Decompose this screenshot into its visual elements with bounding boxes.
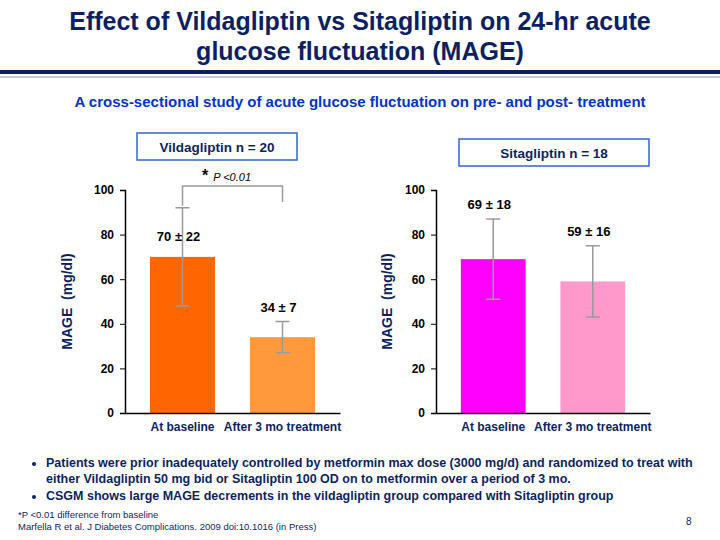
y-tick: 40 — [101, 317, 125, 331]
y-tick-mark — [120, 190, 125, 191]
y-tick-label: 100 — [94, 183, 114, 197]
y-tick-mark — [120, 279, 125, 280]
error-bar — [176, 208, 190, 306]
bullet-list: Patients were prior inadequately control… — [30, 455, 715, 504]
x-tick: After 3 mo treatment — [534, 413, 651, 434]
title-rule — [0, 70, 720, 74]
x-tick-label: After 3 mo treatment — [534, 420, 651, 434]
bullet: Patients were prior inadequately control… — [46, 455, 715, 487]
y-tick-label: 20 — [101, 362, 115, 376]
significance-label: * P <0.01 — [202, 167, 251, 184]
slide-title: Effect of Vildagliptin vs Sitagliptin on… — [0, 6, 720, 66]
y-tick-mark — [431, 413, 436, 414]
y-tick: 80 — [412, 228, 436, 242]
y-tick-label: 40 — [101, 317, 115, 331]
x-axis-line — [437, 413, 651, 415]
slide-canvas: 020406080100At baselineAfter 3 mo treatm… — [0, 0, 720, 540]
data-label: 59 ± 16 — [567, 224, 610, 239]
y-tick: 0 — [418, 406, 436, 420]
data-label: 70 ± 22 — [157, 229, 200, 244]
x-tick-label: At baseline — [150, 420, 214, 434]
footnote: *P <0.01 difference from baseline — [18, 509, 158, 520]
significance-symbol: * — [202, 167, 209, 184]
y-tick-mark — [431, 324, 436, 325]
significance-bracket — [183, 186, 283, 206]
x-axis: At baseline After 3 mo treatment — [126, 413, 342, 434]
y-tick: 40 — [412, 317, 436, 331]
chart: 0 20 40 60 80 100 At baseline After 3 mo treatm… — [379, 139, 651, 434]
y-tick-mark — [431, 368, 436, 369]
y-tick-mark — [120, 413, 125, 414]
y-axis-line — [431, 191, 437, 414]
y-tick: 20 — [101, 362, 125, 376]
plot-marks — [461, 219, 625, 413]
y-tick-mark — [120, 324, 125, 325]
y-axis-title: MAGE (mg/dl) — [59, 253, 75, 349]
bullet: CSGM shows large MAGE decrements in the … — [46, 488, 715, 504]
y-axis: 0 20 40 60 80 100 — [405, 183, 437, 420]
y-tick-label: 60 — [412, 273, 426, 287]
y-tick-label: 60 — [101, 273, 115, 287]
error-bar — [486, 219, 500, 299]
y-tick: 60 — [412, 273, 436, 287]
y-tick-mark — [431, 235, 436, 236]
y-tick: 20 — [412, 362, 436, 376]
x-tick: After 3 mo treatment — [224, 413, 341, 434]
y-tick-label: 20 — [412, 362, 426, 376]
title-line: glucose fluctuation (MAGE) — [0, 36, 720, 66]
x-axis: At baseline After 3 mo treatment — [437, 413, 652, 434]
chart-title: Sitagliptin n = 18 — [500, 146, 608, 161]
y-tick: 80 — [101, 228, 125, 242]
chart: 0 20 40 60 80 100 At baseline After 3 mo treatm… — [59, 133, 341, 434]
y-tick: 60 — [101, 273, 125, 287]
bullet-box: Patients were prior inadequately control… — [30, 455, 715, 505]
page-number: 8 — [686, 516, 692, 527]
y-tick-label: 40 — [412, 317, 426, 331]
y-axis: 0 20 40 60 80 100 — [94, 183, 126, 420]
error-bar — [586, 246, 600, 317]
y-tick-mark — [120, 368, 125, 369]
x-axis-line — [126, 413, 341, 415]
y-tick-label: 0 — [107, 406, 114, 420]
y-tick: 100 — [405, 183, 436, 197]
y-tick-mark — [120, 235, 125, 236]
y-tick: 0 — [107, 406, 125, 420]
y-tick-label: 80 — [101, 228, 115, 242]
subtitle: A cross-sectional study of acute glucose… — [0, 93, 720, 110]
y-tick-mark — [431, 190, 436, 191]
title-line: Effect of Vildagliptin vs Sitagliptin on… — [0, 6, 720, 36]
y-tick-label: 0 — [418, 406, 425, 420]
footnote: Marfella R et al. J Diabetes Complicatio… — [18, 521, 316, 532]
chart-title-box — [137, 133, 297, 160]
x-tick: At baseline — [461, 413, 525, 434]
x-tick-label: At baseline — [461, 420, 525, 434]
y-tick-mark — [431, 279, 436, 280]
data-label: 34 ± 7 — [260, 300, 296, 315]
x-tick: At baseline — [150, 413, 214, 434]
chart-title-box — [459, 139, 649, 166]
chart-title: Vildagliptin n = 20 — [160, 140, 275, 155]
error-bar — [276, 322, 290, 353]
y-axis-title: MAGE (mg/dl) — [379, 253, 395, 349]
data-label: 69 ± 18 — [468, 197, 511, 212]
x-tick-label: After 3 mo treatment — [224, 420, 341, 434]
y-axis-line — [120, 191, 126, 414]
y-tick: 100 — [94, 183, 125, 197]
title-rule-thin — [0, 77, 720, 78]
significance-text: P <0.01 — [213, 171, 251, 183]
y-tick-label: 100 — [405, 183, 425, 197]
plot-marks — [150, 208, 315, 413]
y-tick-label: 80 — [412, 228, 426, 242]
